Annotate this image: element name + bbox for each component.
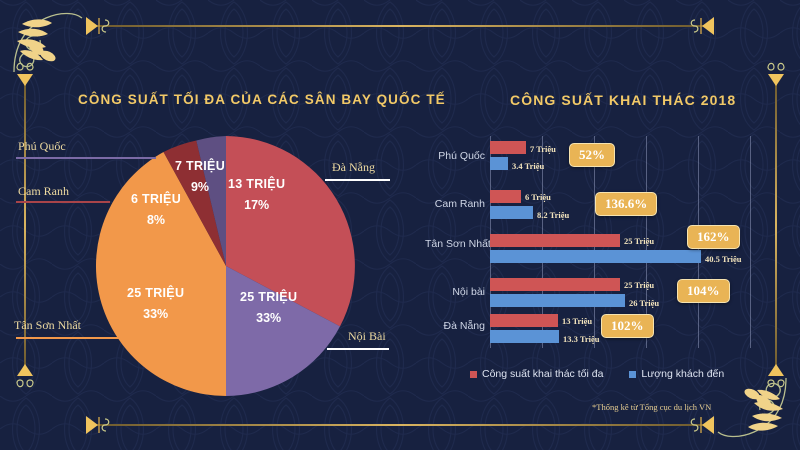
bar-da-nang-capacity[interactable] (490, 314, 558, 327)
bar-chart-legend: Công suất khai thác tối đa Lượng khách đ… (470, 368, 724, 380)
bar-value-cam-ranh-visitors: 8.2 Triệu (537, 210, 570, 220)
bar-da-nang-visitors[interactable] (490, 330, 559, 343)
legend-label-capacity: Công suất khai thác tối đa (482, 368, 604, 380)
pie-value-percent: 8% (146, 213, 166, 227)
frame-finial-bottom-right (690, 416, 714, 434)
pie-value-percent: 33% (256, 311, 282, 325)
pie-slice-noi-bai[interactable] (226, 266, 340, 396)
bar-value-noi-bai-visitors: 26 Triệu (629, 298, 660, 308)
bar-tan-son-nhat-capacity[interactable] (490, 234, 620, 247)
corner-ornament-top-left (13, 12, 83, 73)
pie-value-da-nang: 13 TRIỆU 17% (228, 177, 285, 212)
pie-value-percent: 17% (244, 198, 270, 212)
pie-slice-phu-quoc[interactable] (196, 136, 226, 266)
bar-percent-badge-cam-ranh: 136.6% (595, 192, 658, 216)
pie-value-number: 6 TRIỆU (131, 192, 182, 206)
bar-value-cam-ranh-capacity: 6 Triệu (525, 192, 551, 202)
bar-noi-bai-visitors[interactable] (490, 294, 625, 307)
pie-value-percent: 9% (190, 180, 210, 194)
pie-leader-line-noi-bai (327, 348, 389, 350)
pie-chart-svg (95, 136, 355, 396)
pie-callout-label-cam-ranh: Cam Ranh (18, 184, 69, 198)
pie-leader-line-phu-quoc (16, 157, 156, 159)
bar-cam-ranh-capacity[interactable] (490, 190, 521, 203)
bar-phu-quoc-visitors[interactable] (490, 157, 508, 170)
pie-value-number: 13 TRIỆU (228, 177, 286, 191)
bar-noi-bai-capacity[interactable] (490, 278, 620, 291)
pie-slice-tan-son-nhat[interactable] (95, 152, 226, 396)
source-footnote: *Thống kê từ Tổng cục du lịch VN (592, 402, 712, 412)
gridline-50 (750, 136, 751, 348)
bar-percent-badge-da-nang: 102% (601, 314, 654, 338)
bar-value-da-nang-visitors: 13.3 Triệu (563, 334, 600, 344)
bar-value-noi-bai-capacity: 25 Triệu (624, 280, 655, 290)
bar-value-tan-son-nhat-visitors: 40.5 Triệu (705, 254, 742, 264)
pie-value-number: 7 TRIỆU (175, 159, 226, 173)
frame-line-right (775, 80, 777, 370)
frame-line-left (24, 80, 26, 370)
frame-line-top (96, 25, 704, 27)
bar-chart-title: CÔNG SUẤT KHAI THÁC 2018 (510, 92, 737, 108)
bar-category-noi-bai: Nội bài (452, 286, 485, 298)
pie-value-number: 25 TRIỆU (127, 286, 185, 300)
bar-value-da-nang-capacity: 13 Triệu (562, 316, 593, 326)
pie-leader-line-da-nang (325, 179, 390, 181)
bar-value-phu-quoc-capacity: 7 Triệu (530, 144, 556, 154)
pie-slice-cam-ranh[interactable] (163, 140, 227, 267)
bar-cam-ranh-visitors[interactable] (490, 206, 533, 219)
frame-finial-left-bottom (16, 364, 34, 388)
legend-label-visitors: Lượng khách đến (641, 368, 725, 380)
bar-category-cam-ranh: Cam Ranh (434, 198, 485, 210)
legend-item-visitors[interactable]: Lượng khách đến (629, 368, 724, 380)
pie-leader-line-cam-ranh (16, 201, 110, 203)
corner-ornament-bottom-right (717, 377, 787, 438)
frame-finial-right-top (767, 62, 785, 86)
pie-value-cam-ranh: 6 TRIỆU 8% (131, 192, 181, 227)
pie-value-percent: 33% (143, 307, 169, 321)
pie-value-noi-bai: 25 TRIỆU 33% (240, 290, 297, 325)
legend-item-capacity[interactable]: Công suất khai thác tối đa (470, 368, 603, 380)
frame-finial-top-right (690, 17, 714, 35)
legend-swatch-visitors (629, 370, 637, 378)
pie-slice-da-nang[interactable] (226, 136, 355, 327)
bar-value-phu-quoc-visitors: 3.4 Triệu (512, 161, 545, 171)
pie-callout-label-noi-bai: Nội Bài (348, 329, 386, 343)
pie-callout-label-da-nang: Đà Nẵng (332, 160, 375, 174)
gridline-30 (646, 136, 647, 348)
bar-tan-son-nhat-visitors[interactable] (490, 250, 701, 263)
bar-chart: Phú Quốc 7 Triệu 3.4 Triệu 52% Cam Ranh … (425, 128, 785, 358)
legend-swatch-capacity (470, 370, 477, 378)
bar-category-tan-son-nhat: Tân Sơn Nhất (425, 238, 491, 250)
bar-value-tan-son-nhat-capacity: 25 Triệu (624, 236, 655, 246)
frame-finial-top-left (86, 17, 110, 35)
pie-value-phu-quoc: 7 TRIỆU 9% (175, 159, 225, 194)
frame-finial-bottom-left (86, 416, 110, 434)
bar-percent-badge-tan-son-nhat: 162% (687, 225, 740, 249)
pie-chart-title: CÔNG SUẤT TỐI ĐA CỦA CÁC SÂN BAY QUỐC TẾ (78, 92, 446, 107)
frame-line-bottom (96, 424, 704, 426)
bar-percent-badge-phu-quoc: 52% (569, 143, 615, 167)
bar-phu-quoc-capacity[interactable] (490, 141, 526, 154)
bar-category-phu-quoc: Phú Quốc (438, 150, 485, 162)
pie-value-number: 25 TRIỆU (240, 290, 298, 304)
pie-value-tan-son-nhat: 25 TRIỆU 33% (127, 286, 184, 321)
pie-callout-label-phu-quoc: Phú Quốc (18, 139, 66, 153)
bar-percent-badge-noi-bai: 104% (677, 279, 730, 303)
bar-category-da-nang: Đà Nẵng (443, 320, 485, 332)
pie-leader-line-tan-son-nhat (16, 337, 126, 339)
pie-chart (95, 135, 357, 397)
pie-callout-label-tan-son-nhat: Tân Sơn Nhất (14, 318, 82, 332)
